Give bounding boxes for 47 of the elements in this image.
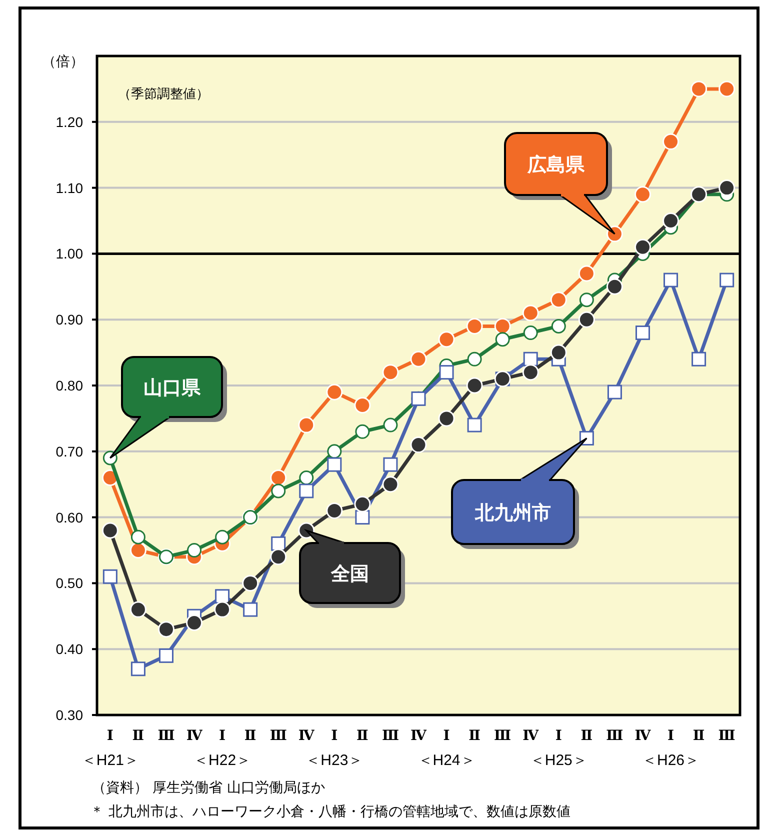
x-tick-label: Ⅳ: [298, 728, 316, 744]
y-tick-label: 1.20: [56, 114, 84, 130]
text: ＜H23＞: [306, 752, 364, 769]
x-tick-label: Ⅳ: [410, 728, 428, 744]
x-tick-label: Ⅱ: [356, 728, 369, 744]
y-tick-label: 0.60: [56, 509, 84, 526]
x-tick-label: Ⅲ: [158, 728, 175, 744]
y-tick-label: 0.80: [56, 378, 84, 394]
text: ＊ 北九州市は、ハローワーク小倉・八幡・行橋の管轄地域で、数値は原数値: [90, 804, 570, 820]
x-tick-label: Ⅲ: [606, 728, 624, 744]
x-tick-label: Ⅱ: [580, 728, 593, 744]
y-axis-title: （倍）: [42, 53, 84, 69]
y-tick-label: 0.40: [56, 641, 84, 658]
x-tick-label: Ⅲ: [494, 728, 512, 744]
x-tick-label: Ⅰ: [219, 728, 226, 744]
x-tick-label: Ⅲ: [382, 728, 399, 744]
legend-label: 全国: [330, 564, 369, 585]
x-tick-label: Ⅰ: [667, 728, 674, 744]
x-tick-label: Ⅰ: [443, 728, 450, 744]
text: （資料） 厚生労働省 山口労働局ほか: [92, 780, 325, 796]
text: ＜H26＞: [642, 752, 700, 769]
y-tick-label: 1.10: [56, 180, 84, 196]
text: 広島県: [526, 154, 586, 176]
x-tick-label: Ⅱ: [692, 728, 705, 744]
text: ＜H25＞: [530, 752, 588, 769]
y-tick-label: 0.50: [56, 575, 84, 592]
x-tick-label: Ⅳ: [634, 728, 652, 744]
text: （季節調整値）: [118, 86, 209, 101]
x-tick-label: Ⅱ: [244, 728, 256, 744]
text: 山口県: [144, 377, 202, 399]
y-tick-label: 0.70: [56, 443, 84, 460]
x-tick-label: Ⅰ: [555, 728, 562, 744]
x-tick-label: Ⅱ: [468, 728, 481, 744]
x-tick-label: Ⅰ: [331, 728, 338, 744]
legend-label: 北九州市: [474, 502, 551, 524]
x-tick-label: Ⅳ: [186, 728, 204, 744]
text: ＜H21＞: [81, 752, 139, 769]
x-tick-label: Ⅰ: [106, 728, 114, 744]
x-tick-label: Ⅲ: [270, 728, 287, 744]
x-tick-label: Ⅱ: [132, 728, 144, 744]
y-tick-label: 1.00: [56, 246, 84, 262]
text: ＜H22＞: [194, 752, 252, 769]
y-tick-label: 0.90: [56, 312, 84, 328]
y-tick-label: 0.30: [56, 707, 84, 723]
text: ＜H24＞: [418, 752, 476, 769]
x-tick-label: Ⅳ: [522, 728, 540, 744]
x-tick-label: Ⅲ: [718, 728, 736, 744]
